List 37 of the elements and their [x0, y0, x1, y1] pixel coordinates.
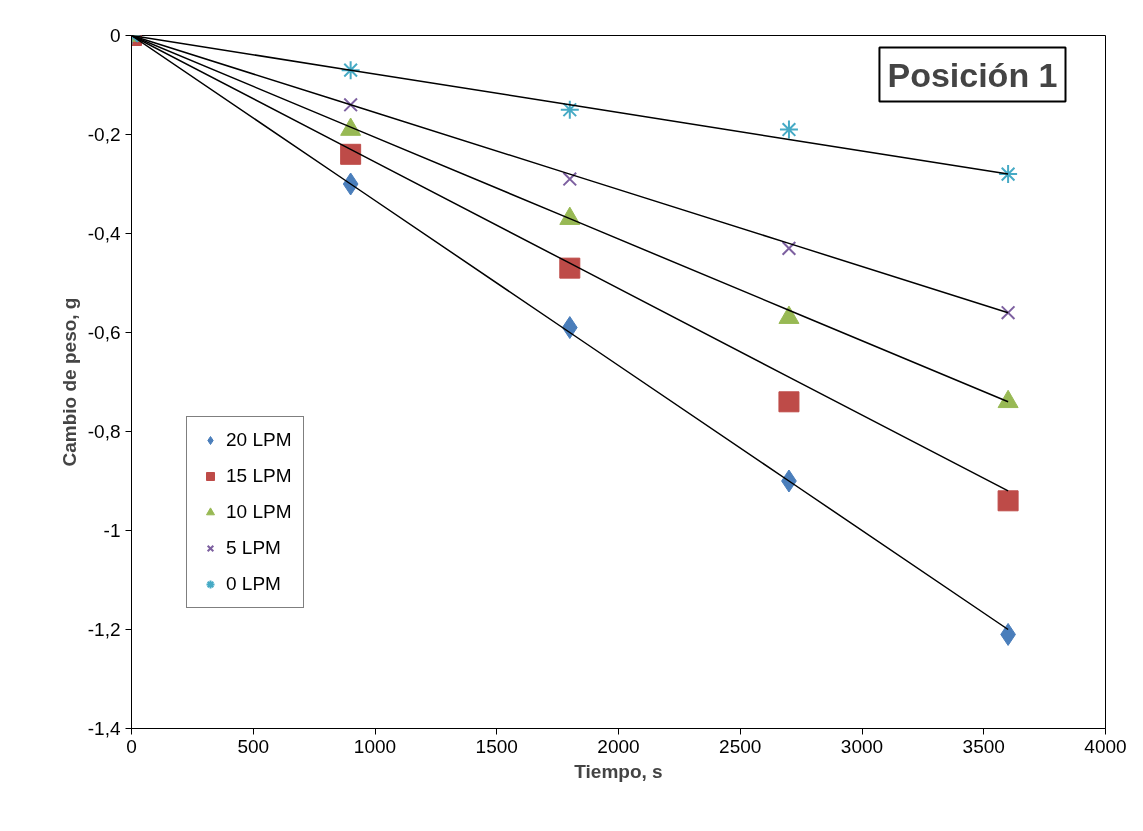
x-tick-label: 0	[126, 735, 137, 757]
point	[781, 240, 797, 256]
point	[559, 257, 581, 279]
point	[997, 490, 1019, 512]
y-tick-label: -1,4	[87, 718, 121, 739]
point	[1000, 305, 1016, 321]
x-tick-label: 500	[237, 735, 270, 757]
point	[340, 143, 362, 165]
point	[340, 60, 361, 81]
y-tick-label: -1,2	[87, 619, 121, 640]
y-tick-label: 0	[109, 25, 121, 46]
x-tick-label: 3500	[962, 735, 1005, 757]
y-tick-label: -0,2	[87, 124, 121, 145]
y-tick-label: -0,6	[87, 322, 121, 343]
x-tick-label: 1000	[353, 735, 397, 757]
y-axis-title: Cambio de peso, g	[58, 297, 80, 467]
x-tick-label: 4000	[1084, 735, 1127, 757]
y-tick-label: -1	[103, 520, 121, 541]
point	[778, 391, 800, 413]
annotation: Posición 1	[887, 55, 1058, 94]
legend-label: 15 LPM	[226, 465, 292, 487]
point	[778, 119, 799, 140]
x-tick-label: 1500	[475, 735, 518, 757]
x-tick-label: 2000	[597, 735, 640, 757]
x-tick-label: 3000	[840, 735, 884, 757]
legend-label: 10 LPM	[226, 501, 292, 523]
x-tick-label: 2500	[719, 735, 762, 757]
y-tick-label: -0,4	[87, 223, 121, 244]
point	[559, 99, 580, 120]
x-axis-title: Tiempo, s	[574, 760, 663, 782]
legend-label: 0 LPM	[226, 573, 281, 595]
point	[343, 97, 359, 113]
y-tick-label: -0,8	[87, 421, 121, 442]
legend-label: 5 LPM	[226, 537, 281, 559]
legend-label: 20 LPM	[226, 429, 292, 451]
point	[562, 171, 578, 187]
point	[998, 164, 1019, 185]
